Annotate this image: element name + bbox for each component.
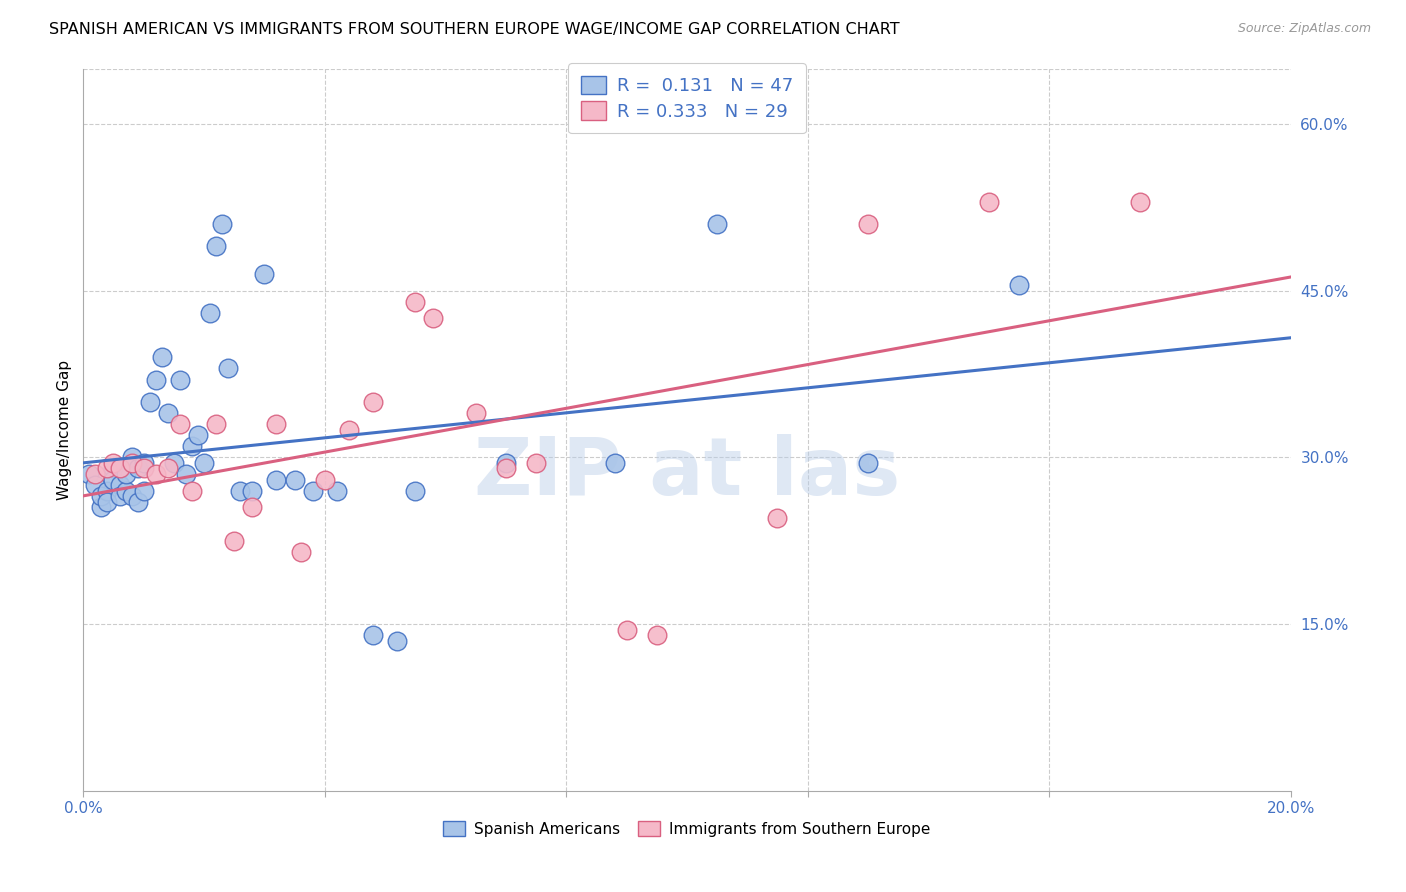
Point: [193, 456, 215, 470]
Point: [181, 483, 204, 498]
Point: [495, 456, 517, 470]
Point: [108, 489, 131, 503]
Point: [108, 461, 131, 475]
Point: [240, 483, 263, 498]
Point: [856, 217, 879, 231]
Point: [132, 461, 155, 475]
Point: [253, 267, 276, 281]
Point: [290, 545, 312, 559]
Point: [103, 456, 125, 470]
Point: [163, 456, 186, 470]
Point: [103, 461, 125, 475]
Point: [240, 500, 263, 515]
Point: [404, 483, 426, 498]
Point: [766, 511, 789, 525]
Point: [145, 467, 167, 481]
Point: [229, 483, 252, 498]
Point: [127, 461, 149, 475]
Point: [217, 361, 239, 376]
Y-axis label: Wage/Income Gap: Wage/Income Gap: [58, 359, 72, 500]
Point: [616, 623, 638, 637]
Point: [132, 456, 155, 470]
Point: [1129, 194, 1152, 209]
Point: [138, 394, 160, 409]
Point: [90, 489, 112, 503]
Point: [121, 450, 143, 465]
Point: [121, 489, 143, 503]
Point: [132, 483, 155, 498]
Point: [96, 483, 118, 498]
Point: [706, 217, 728, 231]
Point: [266, 417, 288, 431]
Point: [108, 478, 131, 492]
Point: [337, 423, 360, 437]
Point: [114, 467, 136, 481]
Point: [422, 311, 444, 326]
Point: [84, 467, 107, 481]
Point: [645, 628, 668, 642]
Point: [326, 483, 349, 498]
Point: [361, 394, 384, 409]
Point: [211, 217, 233, 231]
Point: [127, 495, 149, 509]
Point: [284, 473, 307, 487]
Point: [198, 306, 221, 320]
Point: [169, 417, 191, 431]
Point: [84, 478, 107, 492]
Point: [145, 373, 167, 387]
Legend: Spanish Americans, Immigrants from Southern Europe: Spanish Americans, Immigrants from South…: [436, 813, 938, 845]
Point: [169, 373, 191, 387]
Point: [187, 428, 209, 442]
Point: [361, 628, 384, 642]
Point: [103, 473, 125, 487]
Text: ZIP at las: ZIP at las: [474, 434, 900, 512]
Point: [150, 351, 173, 365]
Point: [205, 417, 228, 431]
Point: [96, 461, 118, 475]
Point: [977, 194, 1000, 209]
Point: [1008, 278, 1031, 293]
Point: [603, 456, 626, 470]
Point: [156, 406, 179, 420]
Point: [114, 483, 136, 498]
Point: [174, 467, 197, 481]
Point: [385, 633, 408, 648]
Point: [856, 456, 879, 470]
Point: [301, 483, 323, 498]
Point: [181, 439, 204, 453]
Point: [90, 500, 112, 515]
Point: [205, 239, 228, 253]
Text: SPANISH AMERICAN VS IMMIGRANTS FROM SOUTHERN EUROPE WAGE/INCOME GAP CORRELATION : SPANISH AMERICAN VS IMMIGRANTS FROM SOUT…: [49, 22, 900, 37]
Point: [96, 495, 118, 509]
Point: [266, 473, 288, 487]
Point: [314, 473, 336, 487]
Point: [495, 461, 517, 475]
Point: [224, 533, 246, 548]
Point: [524, 456, 547, 470]
Text: Source: ZipAtlas.com: Source: ZipAtlas.com: [1237, 22, 1371, 36]
Point: [464, 406, 486, 420]
Point: [121, 456, 143, 470]
Point: [404, 294, 426, 309]
Point: [156, 461, 179, 475]
Point: [79, 467, 101, 481]
